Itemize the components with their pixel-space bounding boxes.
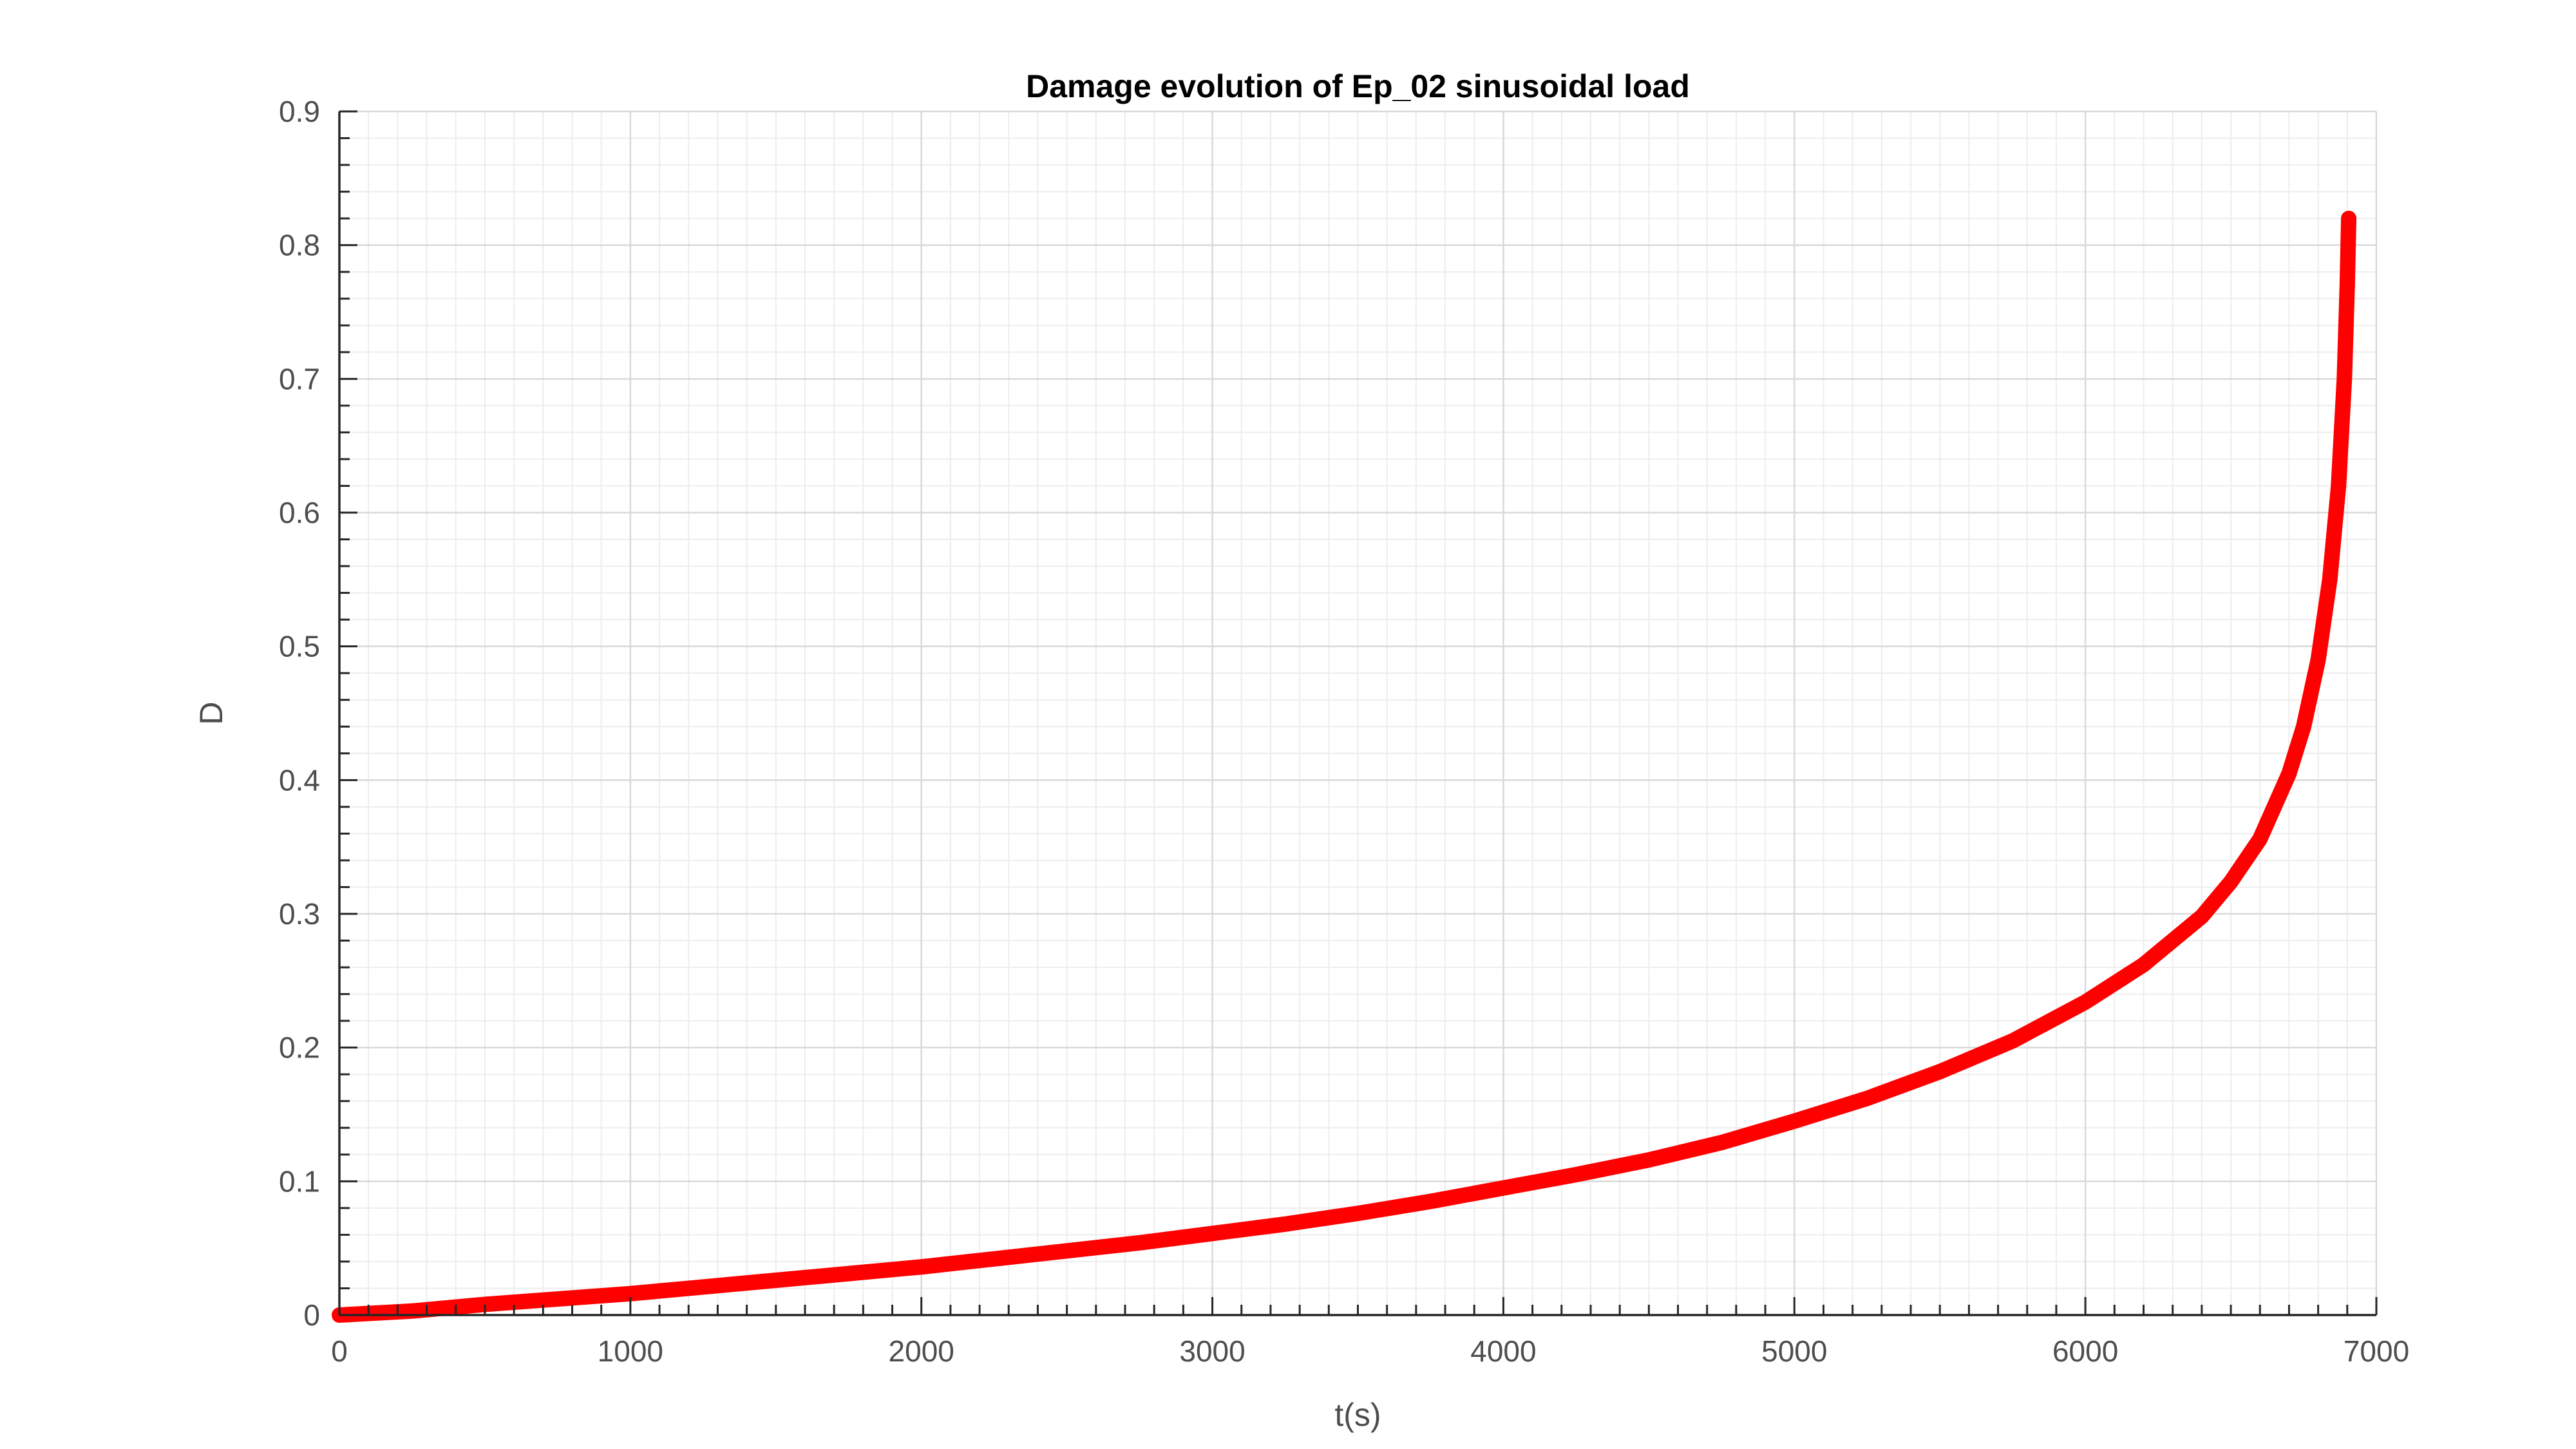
x-tick-label: 1000 (598, 1334, 663, 1368)
y-tick-label: 0.5 (279, 630, 320, 663)
x-tick-label: 2000 (889, 1334, 954, 1368)
series-line-0 (332, 211, 2357, 1323)
y-tick-label: 0 (303, 1298, 320, 1332)
x-tick-label: 0 (331, 1334, 348, 1368)
y-tick-label: 0.1 (279, 1164, 320, 1198)
minor-grid (339, 111, 2376, 1315)
y-tick-label: 0.4 (279, 763, 320, 797)
series-layer (332, 211, 2357, 1323)
y-tick-label: 0.9 (279, 95, 320, 128)
y-tick-label: 0.6 (279, 496, 320, 529)
x-axis-label: t(s) (1334, 1397, 1381, 1433)
y-tick-label: 0.8 (279, 229, 320, 262)
x-tick-label: 6000 (2052, 1334, 2118, 1368)
y-tick-label: 0.3 (279, 897, 320, 931)
chart-title: Damage evolution of Ep_02 sinusoidal loa… (1026, 68, 1690, 104)
x-tick-label: 7000 (2344, 1334, 2409, 1368)
y-axis-label: D (193, 701, 229, 724)
major-grid (338, 110, 2378, 1316)
x-tick-label: 3000 (1179, 1334, 1245, 1368)
y-tick-label: 0.7 (279, 362, 320, 395)
x-tick-labels: 0 1000 2000 3000 4000 5000 6000 7000 (331, 1334, 2409, 1368)
axes (338, 110, 2378, 1316)
y-tick-labels: 0 0.1 0.2 0.3 0.4 0.5 0.6 0.7 0.8 0.9 (279, 95, 320, 1332)
x-tick-label: 4000 (1470, 1334, 1536, 1368)
y-tick-label: 0.2 (279, 1031, 320, 1065)
x-tick-label: 5000 (1761, 1334, 1827, 1368)
